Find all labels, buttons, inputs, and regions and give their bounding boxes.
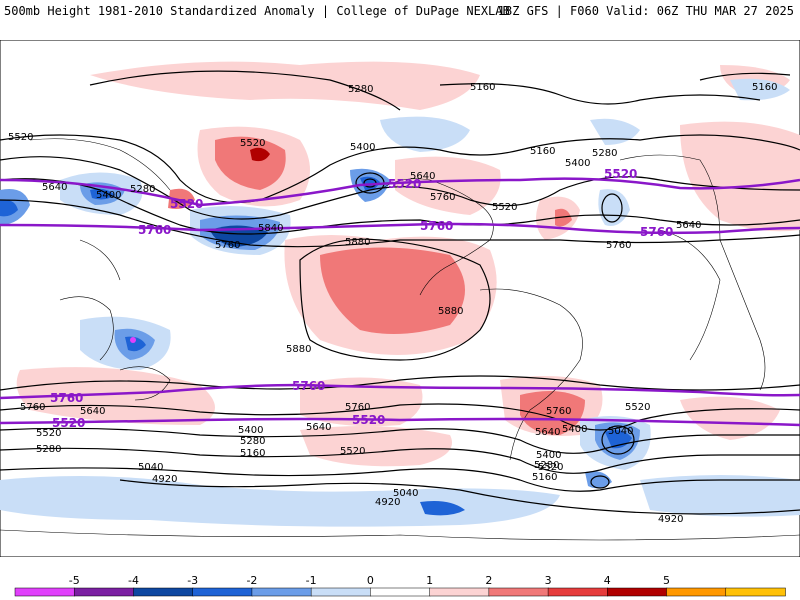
colorbar-swatch bbox=[547, 587, 609, 597]
svg-text:5400: 5400 bbox=[350, 142, 375, 153]
colorbar-swatch bbox=[251, 587, 312, 597]
colorbar-swatch bbox=[14, 587, 75, 597]
svg-text:5400: 5400 bbox=[96, 190, 121, 201]
colorbar-tick-label: 4 bbox=[604, 574, 611, 587]
svg-text:5280: 5280 bbox=[592, 148, 617, 159]
colorbar-swatch bbox=[192, 587, 253, 597]
svg-text:5520: 5520 bbox=[240, 138, 265, 149]
model-run-info: 18Z GFS | F060 Valid: 06Z THU MAR 27 202… bbox=[497, 4, 794, 18]
svg-text:5760: 5760 bbox=[138, 223, 171, 237]
colorbar-tick-label: -2 bbox=[246, 574, 257, 587]
colorbar-tick-label: -3 bbox=[187, 574, 198, 587]
svg-text:5760: 5760 bbox=[430, 192, 455, 203]
svg-text:5640: 5640 bbox=[42, 182, 67, 193]
svg-text:5880: 5880 bbox=[438, 306, 463, 317]
svg-text:5160: 5160 bbox=[470, 82, 495, 93]
svg-text:5520: 5520 bbox=[492, 202, 517, 213]
svg-text:5640: 5640 bbox=[676, 220, 701, 231]
svg-text:5520: 5520 bbox=[52, 416, 85, 430]
colorbar-swatches bbox=[14, 587, 786, 597]
colorbar-swatch bbox=[725, 587, 786, 597]
svg-text:5040: 5040 bbox=[138, 462, 163, 473]
svg-text:5280: 5280 bbox=[348, 84, 373, 95]
colorbar-swatch bbox=[73, 587, 135, 597]
svg-text:4920: 4920 bbox=[152, 474, 177, 485]
colorbar-tick-label: -5 bbox=[69, 574, 80, 587]
svg-text:5760: 5760 bbox=[50, 391, 83, 405]
svg-text:5160: 5160 bbox=[530, 146, 555, 157]
colorbar-tick-label: 3 bbox=[545, 574, 552, 587]
svg-text:5520: 5520 bbox=[340, 446, 365, 457]
colorbar-tick-label: -4 bbox=[128, 574, 139, 587]
svg-text:5280: 5280 bbox=[130, 184, 155, 195]
svg-text:5520: 5520 bbox=[538, 462, 563, 473]
svg-text:4920: 4920 bbox=[658, 514, 683, 525]
svg-text:5280: 5280 bbox=[240, 436, 265, 447]
colorbar-tick-label: -1 bbox=[306, 574, 317, 587]
colorbar-tick-label: 5 bbox=[663, 574, 670, 587]
svg-text:5520: 5520 bbox=[8, 132, 33, 143]
colorbar-tick-label: 2 bbox=[485, 574, 492, 587]
svg-text:5760: 5760 bbox=[345, 402, 370, 413]
colorbar-tick-label: 0 bbox=[367, 574, 374, 587]
svg-text:5640: 5640 bbox=[410, 171, 435, 182]
svg-text:5400: 5400 bbox=[565, 158, 590, 169]
svg-text:5880: 5880 bbox=[345, 237, 370, 248]
svg-text:5400: 5400 bbox=[536, 450, 561, 461]
svg-text:5880: 5880 bbox=[286, 344, 311, 355]
colorbar-swatch bbox=[429, 587, 490, 597]
colorbar-swatch bbox=[607, 587, 668, 597]
colorbar-swatch bbox=[666, 587, 727, 597]
svg-text:5160: 5160 bbox=[752, 82, 777, 93]
colorbar: -5 -4 -3 -2 -1 0 1 2 3 4 5 bbox=[14, 574, 786, 597]
colorbar-swatch bbox=[488, 587, 549, 597]
reference-contour-labels: 5520 5520 5520 5760 5760 5760 5760 5760 … bbox=[50, 167, 673, 430]
colorbar-tick-label: 1 bbox=[426, 574, 433, 587]
svg-text:5040: 5040 bbox=[608, 426, 633, 437]
svg-text:5160: 5160 bbox=[532, 472, 557, 483]
svg-text:5640: 5640 bbox=[306, 422, 331, 433]
colorbar-swatch bbox=[370, 587, 431, 597]
svg-text:5760: 5760 bbox=[606, 240, 631, 251]
colorbar-swatch bbox=[310, 587, 372, 597]
colorbar-ticks: -5 -4 -3 -2 -1 0 1 2 3 4 5 bbox=[69, 574, 670, 587]
svg-text:5760: 5760 bbox=[546, 406, 571, 417]
svg-text:5760: 5760 bbox=[420, 219, 453, 233]
svg-text:5760: 5760 bbox=[640, 225, 673, 239]
svg-text:5280: 5280 bbox=[534, 460, 559, 471]
anomaly-map: 5280 5160 5160 5520 5640 5280 5400 5400 … bbox=[0, 40, 800, 557]
svg-text:5760: 5760 bbox=[292, 379, 325, 393]
svg-text:5640: 5640 bbox=[80, 406, 105, 417]
svg-text:5040: 5040 bbox=[393, 488, 418, 499]
height-contours bbox=[0, 70, 800, 515]
svg-text:5280: 5280 bbox=[36, 444, 61, 455]
colorbar-swatch bbox=[133, 587, 194, 597]
svg-text:5760: 5760 bbox=[215, 240, 240, 251]
contour-labels: 5280 5160 5160 5520 5640 5280 5400 5400 … bbox=[8, 82, 777, 525]
positive-anomaly-shading bbox=[16, 61, 800, 467]
svg-text:5640: 5640 bbox=[535, 427, 560, 438]
svg-text:5520: 5520 bbox=[388, 177, 421, 191]
svg-text:5520: 5520 bbox=[352, 413, 385, 427]
map-title: 500mb Height 1981-2010 Standardized Anom… bbox=[4, 4, 510, 18]
svg-text:4920: 4920 bbox=[375, 497, 400, 508]
svg-text:5520: 5520 bbox=[604, 167, 637, 181]
svg-text:5160: 5160 bbox=[240, 448, 265, 459]
svg-text:5400: 5400 bbox=[238, 425, 263, 436]
svg-text:5400: 5400 bbox=[562, 424, 587, 435]
reference-contours bbox=[0, 177, 800, 427]
negative-anomaly-shading bbox=[0, 78, 800, 527]
svg-text:5520: 5520 bbox=[36, 428, 61, 439]
svg-text:5520: 5520 bbox=[625, 402, 650, 413]
coastlines bbox=[0, 138, 800, 541]
svg-text:5760: 5760 bbox=[20, 402, 45, 413]
svg-text:5520: 5520 bbox=[170, 197, 203, 211]
svg-text:5840: 5840 bbox=[258, 223, 283, 234]
